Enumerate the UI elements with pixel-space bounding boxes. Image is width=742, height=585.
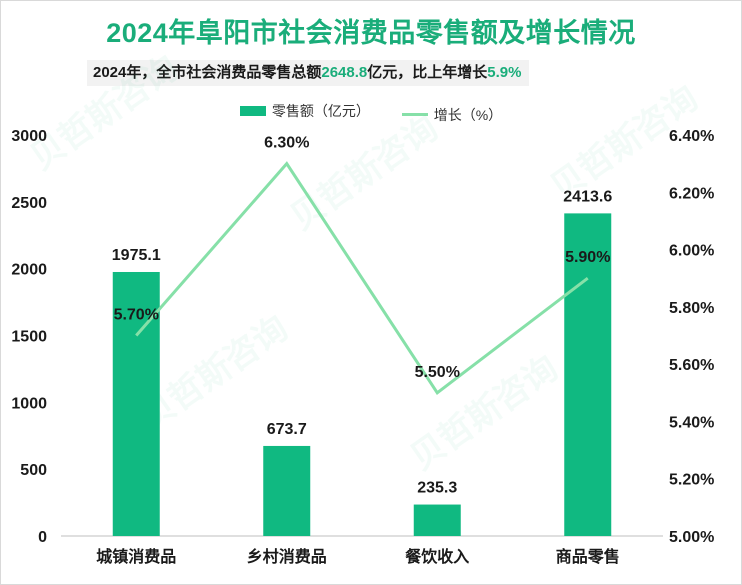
bar-value-label: 2413.6: [563, 188, 612, 205]
y-left-tick-label: 2000: [11, 262, 47, 279]
y-right-tick-label: 5.80%: [669, 300, 714, 317]
x-category-label: 乡村消费品: [247, 547, 327, 566]
x-category-label: 商品零售: [556, 547, 620, 566]
legend-item-bar: 零售额（亿元）: [239, 101, 370, 121]
y-right-tick-label: 5.00%: [669, 529, 714, 546]
y-right-tick-label: 5.20%: [669, 472, 714, 489]
subtitle-mid: 亿元，比上年增长: [367, 64, 488, 81]
legend-label-bar: 零售额（亿元）: [271, 103, 370, 119]
growth-value-label: 5.70%: [114, 307, 159, 324]
growth-value-label: 5.90%: [565, 249, 610, 266]
bar-value-label: 235.3: [417, 480, 457, 497]
bar: [564, 213, 612, 536]
subtitle-total: 2648.8: [321, 64, 368, 81]
subtitle-growth: 5.9%: [487, 64, 522, 81]
legend-swatch-line: [401, 113, 428, 116]
growth-value-label: 5.50%: [415, 364, 460, 381]
y-left-tick-label: 2500: [11, 195, 47, 212]
y-right-tick-label: 5.40%: [669, 414, 714, 431]
y-right-tick-label: 6.20%: [669, 185, 714, 202]
bar: [263, 445, 311, 536]
y-left-tick-label: 1000: [11, 395, 47, 412]
legend-label-line: 增长（%）: [433, 106, 503, 123]
legend-item-line: 增长（%）: [401, 105, 503, 125]
y-left-tick-label: 1500: [11, 329, 47, 346]
y-left-tick-label: 0: [38, 529, 47, 546]
chart-legend: 零售额（亿元） 增长（%）: [1, 101, 741, 125]
growth-value-label: 6.30%: [264, 135, 309, 152]
subtitle-prefix: 2024年，全市社会消费品零售总额: [93, 64, 322, 81]
y-right-tick-label: 6.40%: [669, 128, 714, 145]
x-category-label: 城镇消费品: [96, 547, 176, 566]
bar-value-label: 1975.1: [112, 247, 161, 264]
bar-value-label: 673.7: [267, 421, 307, 438]
y-right-tick-label: 6.00%: [669, 243, 714, 260]
y-left-tick-label: 500: [20, 462, 47, 479]
bar: [413, 504, 461, 536]
chart-subtitle: 2024年，全市社会消费品零售总额2648.8亿元，比上年增长5.9%: [87, 60, 530, 86]
chart-title: 2024年阜阳市社会消费品零售额及增长情况: [106, 18, 636, 48]
y-left-tick-label: 3000: [11, 128, 47, 145]
y-right-tick-label: 5.60%: [669, 357, 714, 374]
growth-line: [135, 161, 589, 395]
legend-swatch-bar: [239, 106, 266, 116]
x-category-label: 餐饮收入: [404, 547, 469, 566]
